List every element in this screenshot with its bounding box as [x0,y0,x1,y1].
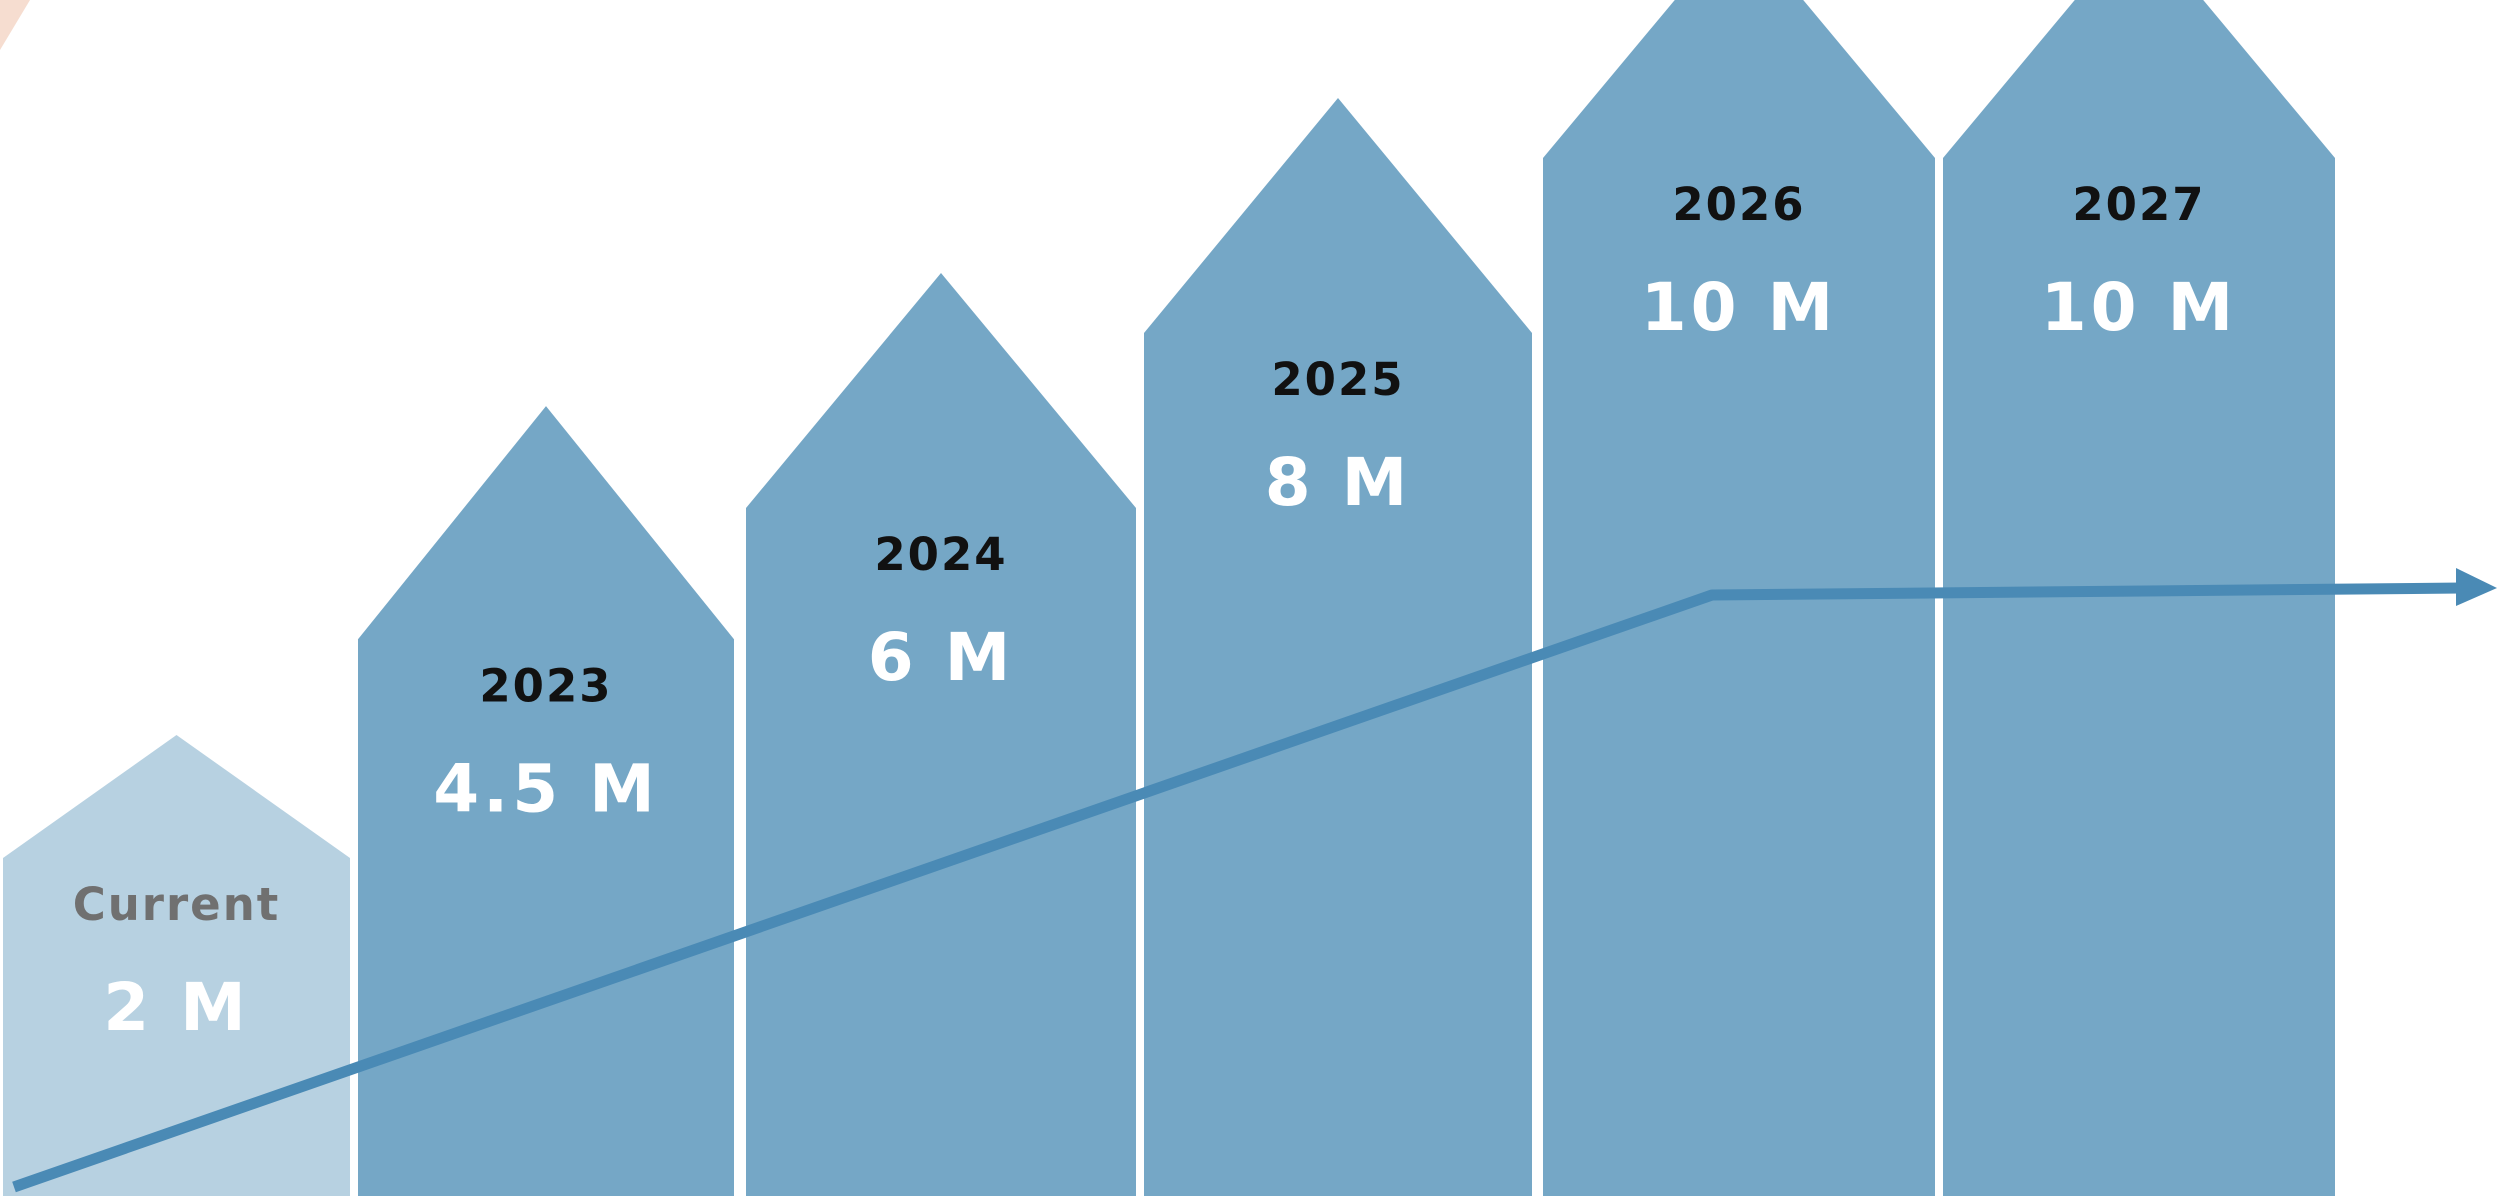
category-label: 2027 [2072,178,2205,231]
bar-2023 [358,406,734,1196]
bar-2025 [1144,98,1532,1196]
category-label: Current [73,878,281,931]
corner-accent [0,0,30,50]
value-label: 8 M [1265,444,1412,521]
bars-group [3,0,2335,1196]
category-label: 2024 [874,528,1007,581]
trend-group [12,568,2497,1193]
labels-group: Current 2 M 2023 4.5 M 2024 6 M 2025 8 M 2026 10 … [73,178,2238,1046]
value-label: 4.5 M [433,750,659,827]
bar-2024 [746,273,1136,1196]
value-label: 2 M [103,969,250,1046]
category-label: 2025 [1271,353,1404,406]
trend-line [12,582,2463,1193]
trend-arrowhead [2456,568,2497,606]
category-label: 2023 [479,659,612,712]
bar-current [3,735,350,1196]
value-label: 10 M [2041,269,2238,346]
bar-2027 [1943,0,2335,1196]
value-label: 6 M [868,619,1015,696]
value-label: 10 M [1641,269,1838,346]
category-label: 2026 [1672,178,1805,231]
